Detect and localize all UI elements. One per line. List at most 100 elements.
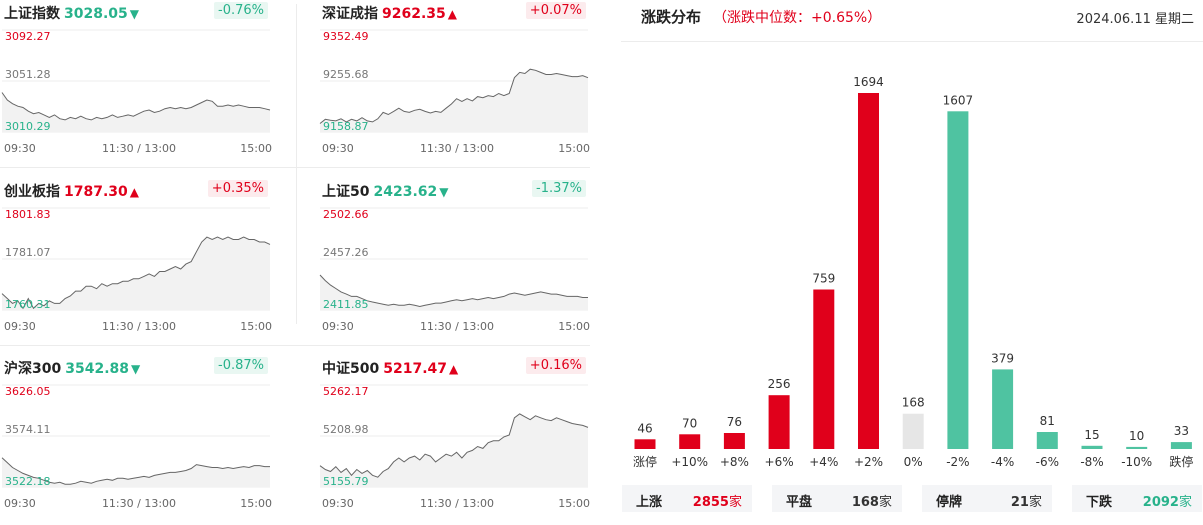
y-axis-low-label: 2411.85 [323, 298, 369, 311]
bar-value-label: 168 [902, 396, 925, 410]
distribution-bar [1170, 442, 1192, 449]
bar-value-label: 1694 [853, 75, 884, 89]
time-axis-label: 11:30 / 13:00 [102, 142, 176, 155]
time-axis-label: 09:30 [4, 497, 36, 510]
distribution-bar [992, 369, 1014, 449]
summary-flat: 平盘 168家 [772, 485, 902, 512]
bar-category-label: -6% [1036, 455, 1059, 469]
time-axis-label: 11:30 / 13:00 [420, 497, 494, 510]
index-change-badge: -0.76% [214, 2, 268, 19]
distribution-bar [1126, 446, 1148, 449]
index-card[interactable]: 上证指数 3028.05 ▼ -0.76% 3092.27 3051.28 3010.29 0… [0, 0, 272, 170]
y-axis-mid-label: 2457.26 [323, 246, 369, 259]
index-intraday-chart: 9352.49 9255.68 9158.87 09:30 11:30 / 13:00 1… [319, 29, 590, 155]
time-axis-label: 11:30 / 13:00 [420, 320, 494, 333]
bar-value-label: 46 [637, 421, 652, 435]
distribution-bar [723, 433, 745, 449]
index-header: 上证50 2423.62 ▼ -1.37% [318, 178, 590, 200]
index-name: 沪深300 [4, 361, 62, 377]
summary-suspended: 停牌 21家 [922, 485, 1052, 512]
index-card[interactable]: 中证500 5217.47 ▲ +0.16% 5262.17 5208.98 5155.79… [318, 355, 590, 525]
index-intraday-chart: 5262.17 5208.98 5155.79 09:30 11:30 / 13:00 1… [319, 384, 590, 510]
price-area [2, 237, 270, 310]
y-axis-high-label: 3092.27 [5, 30, 51, 43]
header-divider [621, 41, 1203, 42]
bar-category-label: -4% [991, 455, 1014, 469]
arrow-down-icon: ▼ [439, 185, 449, 199]
time-axis-label: 15:00 [558, 320, 590, 333]
index-name: 创业板指 [4, 184, 60, 200]
y-axis-mid-label: 1781.07 [5, 246, 51, 259]
bar-category-label: 0% [904, 455, 923, 469]
index-change-badge: -1.37% [532, 180, 586, 197]
index-name: 上证50 [322, 184, 370, 200]
y-axis-low-label: 9158.87 [323, 120, 369, 133]
bar-value-label: 379 [991, 351, 1014, 365]
time-axis-label: 15:00 [240, 142, 272, 155]
time-axis-label: 09:30 [4, 142, 36, 155]
median-change: （涨跌中位数：+0.65%） [713, 10, 882, 26]
bar-category-label: 涨停 [633, 454, 657, 469]
bar-value-label: 256 [768, 377, 791, 391]
time-axis-label: 11:30 / 13:00 [420, 142, 494, 155]
summary-unit: 家 [1178, 495, 1192, 510]
arrow-up-icon: ▲ [449, 362, 459, 376]
summary-unit: 家 [728, 495, 742, 510]
price-area [320, 413, 588, 487]
price-area [2, 457, 270, 487]
distribution-bar [634, 439, 656, 449]
trade-date: 2024.06.11 星期二 [1076, 12, 1194, 27]
y-axis-mid-label: 9255.68 [323, 68, 369, 81]
summary-value: 2855 [692, 495, 729, 510]
index-card[interactable]: 创业板指 1787.30 ▲ +0.35% 1801.83 1781.07 1760.31 0… [0, 178, 272, 348]
bar-value-label: 759 [812, 272, 835, 286]
arrow-down-icon: ▼ [131, 362, 141, 376]
index-price: 5217.47 [383, 361, 447, 377]
bar-category-label: -8% [1080, 455, 1103, 469]
summary-label: 平盘 [786, 495, 813, 510]
price-line [319, 413, 589, 478]
y-axis-mid-label: 3574.11 [5, 423, 51, 436]
index-name: 中证500 [322, 361, 380, 377]
index-header: 沪深300 3542.88 ▼ -0.87% [0, 355, 272, 377]
summary-value: 168 [851, 495, 879, 510]
distribution-bar [947, 111, 969, 450]
index-card[interactable]: 沪深300 3542.88 ▼ -0.87% 3626.05 3574.11 3522.18… [0, 355, 272, 525]
index-header: 创业板指 1787.30 ▲ +0.35% [0, 178, 272, 200]
bar-value-label: 33 [1174, 424, 1189, 438]
price-line [1, 236, 271, 310]
distribution-bar-chart: 46 涨停 70 +10% 76 +8% 256 +6% 759 +4% 1694 +2% 168 0% 1… [633, 75, 1193, 469]
time-axis-label: 11:30 / 13:00 [102, 320, 176, 333]
index-change-badge: -0.87% [214, 357, 268, 374]
index-card[interactable]: 上证50 2423.62 ▼ -1.37% 2502.66 2457.26 2411.85 0… [318, 178, 590, 348]
time-axis-label: 09:30 [4, 320, 36, 333]
index-price: 1787.30 [64, 184, 128, 200]
summary-value: 2092 [1142, 495, 1179, 510]
bar-value-label: 1607 [943, 93, 974, 107]
price-area [320, 275, 588, 310]
y-axis-high-label: 2502.66 [323, 208, 369, 221]
index-intraday-chart: 3626.05 3574.11 3522.18 09:30 11:30 / 13:00 1… [1, 384, 272, 510]
y-axis-mid-label: 3051.28 [5, 68, 51, 81]
index-card[interactable]: 深证成指 9262.35 ▲ +0.07% 9352.49 9255.68 9158.87 0… [318, 0, 590, 170]
distribution-bar [679, 434, 701, 449]
price-line [1, 92, 271, 121]
y-axis-high-label: 1801.83 [5, 208, 51, 221]
y-axis-mid-label: 5208.98 [323, 423, 369, 436]
time-axis-label: 15:00 [558, 497, 590, 510]
price-area [320, 69, 588, 132]
time-axis-label: 11:30 / 13:00 [102, 497, 176, 510]
index-price: 2423.62 [373, 184, 438, 200]
bar-category-label: +8% [720, 455, 749, 469]
time-axis-label: 15:00 [240, 497, 272, 510]
bar-category-label: +4% [809, 455, 838, 469]
bar-category-label: +10% [671, 455, 708, 469]
index-price: 3028.05 [64, 6, 128, 22]
index-price: 9262.35 [382, 6, 446, 22]
summary-value: 21 [1010, 495, 1029, 510]
bar-category-label: +6% [765, 455, 794, 469]
index-header: 深证成指 9262.35 ▲ +0.07% [318, 0, 590, 22]
index-header: 中证500 5217.47 ▲ +0.16% [318, 355, 590, 377]
time-axis-label: 15:00 [240, 320, 272, 333]
summary-down: 下跌 2092家 [1072, 485, 1202, 512]
